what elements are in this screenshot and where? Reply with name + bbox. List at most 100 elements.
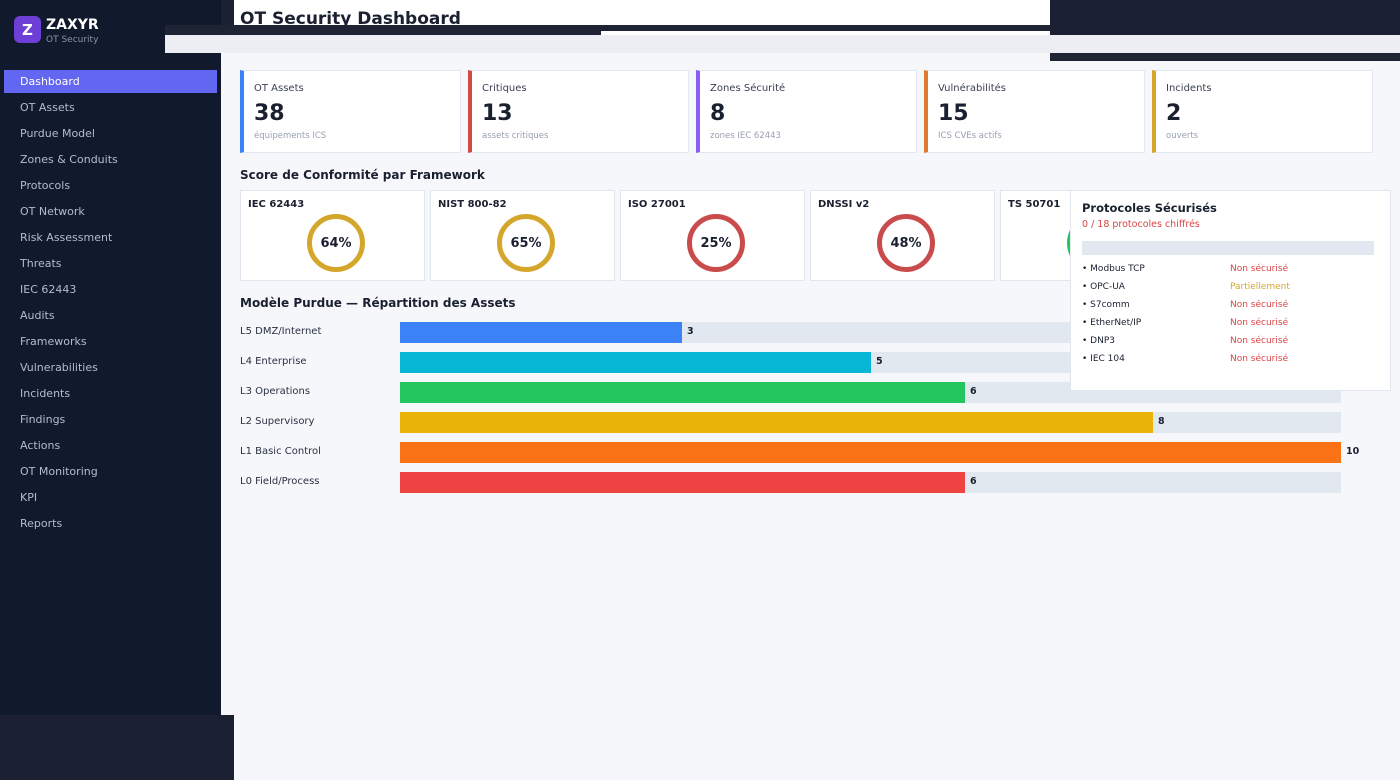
sidebar-item-audits[interactable]: Audits (20, 309, 55, 322)
protocol-status: Non sécurisé (1230, 318, 1289, 328)
sidebar-item-purdue-model[interactable]: Purdue Model (20, 127, 95, 140)
framework-name: TS 50701 (1008, 199, 1061, 210)
protocol-item: • EtherNet/IP Non sécurisé (1082, 317, 1382, 335)
protocol-name: • OPC-UA (1082, 282, 1125, 292)
kpi-label: Zones Sécurité (710, 83, 786, 94)
protocol-item: • S7comm Non sécurisé (1082, 299, 1382, 317)
toolbar-strip (165, 35, 1400, 53)
page-title: OT Security Dashboard (240, 9, 461, 29)
score-ring: 65% (497, 214, 555, 272)
sidebar-item-zones-conduits[interactable]: Zones & Conduits (20, 153, 118, 166)
kpi-card[interactable]: OT Assets 38 équipements ICS (240, 70, 461, 153)
score-ring: 25% (687, 214, 745, 272)
protocols-summary: 0 / 18 protocoles chiffrés (1082, 219, 1200, 230)
purdue-level-label: L1 Basic Control (240, 446, 321, 457)
protocol-status: Partiellement (1230, 282, 1290, 292)
brand-subtitle: OT Security (46, 35, 99, 45)
kpi-label: Incidents (1166, 83, 1212, 94)
purdue-bar-value: 5 (876, 356, 883, 367)
kpi-label: Critiques (482, 83, 527, 94)
purdue-bar-value: 6 (970, 476, 977, 487)
kpi-subtitle: zones IEC 62443 (710, 131, 781, 141)
kpi-card[interactable]: Incidents 2 ouverts (1152, 70, 1373, 153)
purdue-row: L1 Basic Control 10 (240, 442, 1359, 463)
purdue-bar[interactable] (400, 382, 965, 403)
protocols-panel: Protocoles Sécurisés 0 / 18 protocoles c… (1070, 190, 1391, 391)
kpi-subtitle: équipements ICS (254, 131, 327, 141)
protocol-status: Non sécurisé (1230, 264, 1289, 274)
purdue-bar[interactable] (400, 472, 965, 493)
brand-name: ZAXYR (46, 17, 99, 33)
purdue-level-label: L3 Operations (240, 386, 311, 397)
kpi-value: 13 (482, 101, 513, 126)
framework-name: NIST 800-82 (438, 199, 507, 210)
protocol-name: • EtherNet/IP (1082, 318, 1142, 328)
kpi-subtitle: ouverts (1166, 131, 1199, 141)
framework-name: DNSSI v2 (818, 199, 870, 210)
purdue-bar[interactable] (400, 352, 871, 373)
protocol-status: Non sécurisé (1230, 300, 1289, 310)
kpi-subtitle: ICS CVEs actifs (938, 131, 1002, 141)
framework-name: ISO 27001 (628, 199, 686, 210)
purdue-level-label: L2 Supervisory (240, 416, 315, 427)
protocol-item: • DNP3 Non sécurisé (1082, 335, 1382, 353)
logo-icon: Z (14, 16, 41, 43)
sidebar-item-reports[interactable]: Reports (20, 517, 63, 530)
protocols-progress-bar (1082, 241, 1374, 255)
framework-card[interactable]: NIST 800-82 65% (430, 190, 615, 281)
header-divider-right (1050, 53, 1400, 61)
kpi-value: 8 (710, 101, 726, 126)
kpi-subtitle: assets critiques (482, 131, 549, 141)
kpi-card[interactable]: Critiques 13 assets critiques (468, 70, 689, 153)
protocols-title: Protocoles Sécurisés (1082, 201, 1217, 215)
header: OT Security Dashboard (234, 0, 1050, 29)
sidebar-item-ot-monitoring[interactable]: OT Monitoring (20, 465, 98, 478)
purdue-bar[interactable] (400, 442, 1341, 463)
kpi-card[interactable]: Vulnérabilités 15 ICS CVEs actifs (924, 70, 1145, 153)
purdue-bar-value: 8 (1158, 416, 1165, 427)
sidebar-item-findings[interactable]: Findings (20, 413, 66, 426)
protocol-status: Non sécurisé (1230, 336, 1289, 346)
protocol-item: • Modbus TCP Non sécurisé (1082, 263, 1382, 281)
protocol-name: • IEC 104 (1082, 354, 1125, 364)
sidebar-item-threats[interactable]: Threats (20, 257, 62, 270)
purdue-bar[interactable] (400, 412, 1153, 433)
sidebar-item-ot-assets[interactable]: OT Assets (20, 101, 75, 114)
score-ring: 48% (877, 214, 935, 272)
sidebar-item-iec-62443[interactable]: IEC 62443 (20, 283, 77, 296)
protocol-name: • S7comm (1082, 300, 1130, 310)
protocol-name: • Modbus TCP (1082, 264, 1145, 274)
purdue-bar-value: 10 (1346, 446, 1360, 457)
protocol-name: • DNP3 (1082, 336, 1115, 346)
sidebar-item-frameworks[interactable]: Frameworks (20, 335, 87, 348)
purdue-level-label: L5 DMZ/Internet (240, 326, 322, 337)
kpi-value: 15 (938, 101, 969, 126)
main-content-lower (234, 715, 1400, 780)
protocol-item: • OPC-UA Partiellement (1082, 281, 1382, 299)
purdue-bar[interactable] (400, 322, 682, 343)
kpi-label: Vulnérabilités (938, 83, 1006, 94)
brand[interactable]: Z ZAXYR OT Security (14, 16, 99, 46)
sidebar-item-protocols[interactable]: Protocols (20, 179, 71, 192)
purdue-row: L2 Supervisory 8 (240, 412, 1350, 433)
purdue-level-label: L0 Field/Process (240, 476, 320, 487)
framework-card[interactable]: DNSSI v2 48% (810, 190, 995, 281)
framework-name: IEC 62443 (248, 199, 305, 210)
protocol-status: Non sécurisé (1230, 354, 1289, 364)
framework-card[interactable]: ISO 27001 25% (620, 190, 805, 281)
header-divider (165, 25, 1050, 35)
framework-card[interactable]: IEC 62443 64% (240, 190, 425, 281)
sidebar-item-ot-network[interactable]: OT Network (20, 205, 85, 218)
kpi-card[interactable]: Zones Sécurité 8 zones IEC 62443 (696, 70, 917, 153)
sidebar-item-risk-assessment[interactable]: Risk Assessment (20, 231, 113, 244)
sidebar-item-kpi[interactable]: KPI (20, 491, 38, 504)
header-divider-gap (601, 31, 1050, 35)
sidebar-item-vulnerabilities[interactable]: Vulnerabilities (20, 361, 98, 374)
purdue-title: Modèle Purdue — Répartition des Assets (240, 296, 516, 310)
sidebar-item-actions[interactable]: Actions (20, 439, 61, 452)
sidebar: Z ZAXYR OT Security Dashboard OT Assets Pu… (0, 0, 221, 715)
sidebar-item-incidents[interactable]: Incidents (20, 387, 71, 400)
sidebar-item-dashboard[interactable]: Dashboard (4, 70, 217, 93)
protocols-list: • Modbus TCP Non sécurisé • OPC-UA Partiell… (1082, 263, 1382, 371)
purdue-bar-value: 3 (687, 326, 694, 337)
